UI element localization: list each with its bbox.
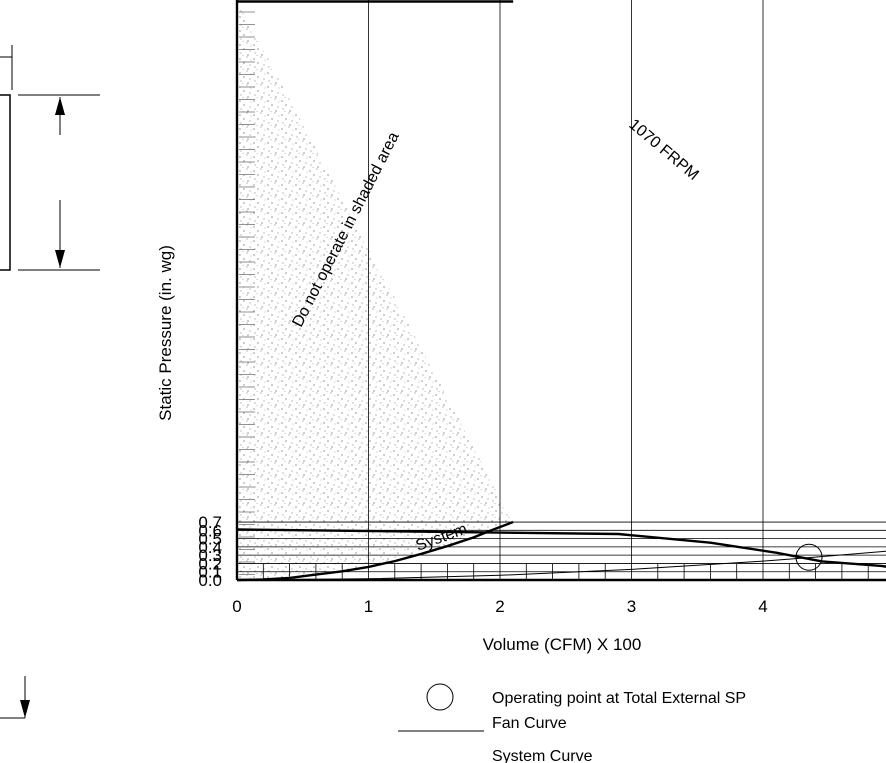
- fan-curve-line: [236, 528, 886, 568]
- axes: [235, 0, 886, 582]
- y-tick-label: 0.6: [198, 521, 222, 540]
- x-tick-label: 4: [758, 597, 767, 616]
- y-tick-label: 0.5: [198, 530, 222, 549]
- x-tick-label: 3: [627, 597, 636, 616]
- x-axis-label: Volume (CFM) X 100: [483, 635, 642, 654]
- x-tick-label: 2: [495, 597, 504, 616]
- legend: Operating point at Total External SP Fan…: [398, 683, 746, 763]
- annotation-fan-rpm: 1070 FRPM: [625, 116, 701, 184]
- left-edge-drawing-fragment: [0, 45, 100, 719]
- legend-operating-point-marker: [426, 683, 454, 711]
- x-tick-label: 1: [364, 597, 373, 616]
- y-tick-label: 0.3: [198, 546, 222, 565]
- y-tick-label: 0.1: [198, 563, 222, 582]
- legend-entry-operating-point: Operating point at Total External SP: [492, 690, 746, 707]
- minor-ticks: [262, 564, 869, 580]
- operating-point-marker: [795, 543, 823, 571]
- tick-labels: 0 1 2 3 4 0.00.10.20.30.40.50.60.7: [198, 513, 767, 616]
- legend-entry-fan-curve: Fan Curve: [492, 715, 567, 732]
- shaded-no-operate-region: [236, 0, 514, 582]
- y-axis-label: Static Pressure (in. wg): [156, 245, 175, 421]
- x-tick-label: 0: [232, 597, 241, 616]
- y-tick-label: 0.4: [198, 538, 222, 557]
- legend-entry-system-curve: System Curve: [492, 748, 593, 763]
- shaded-area-fill: [237, 0, 514, 580]
- y-tick-label: 0.0: [198, 571, 222, 590]
- y-tick-label: 0.2: [198, 554, 222, 573]
- y-tick-label: 0.7: [198, 513, 222, 532]
- shaded-area-boundary: [236, 520, 514, 582]
